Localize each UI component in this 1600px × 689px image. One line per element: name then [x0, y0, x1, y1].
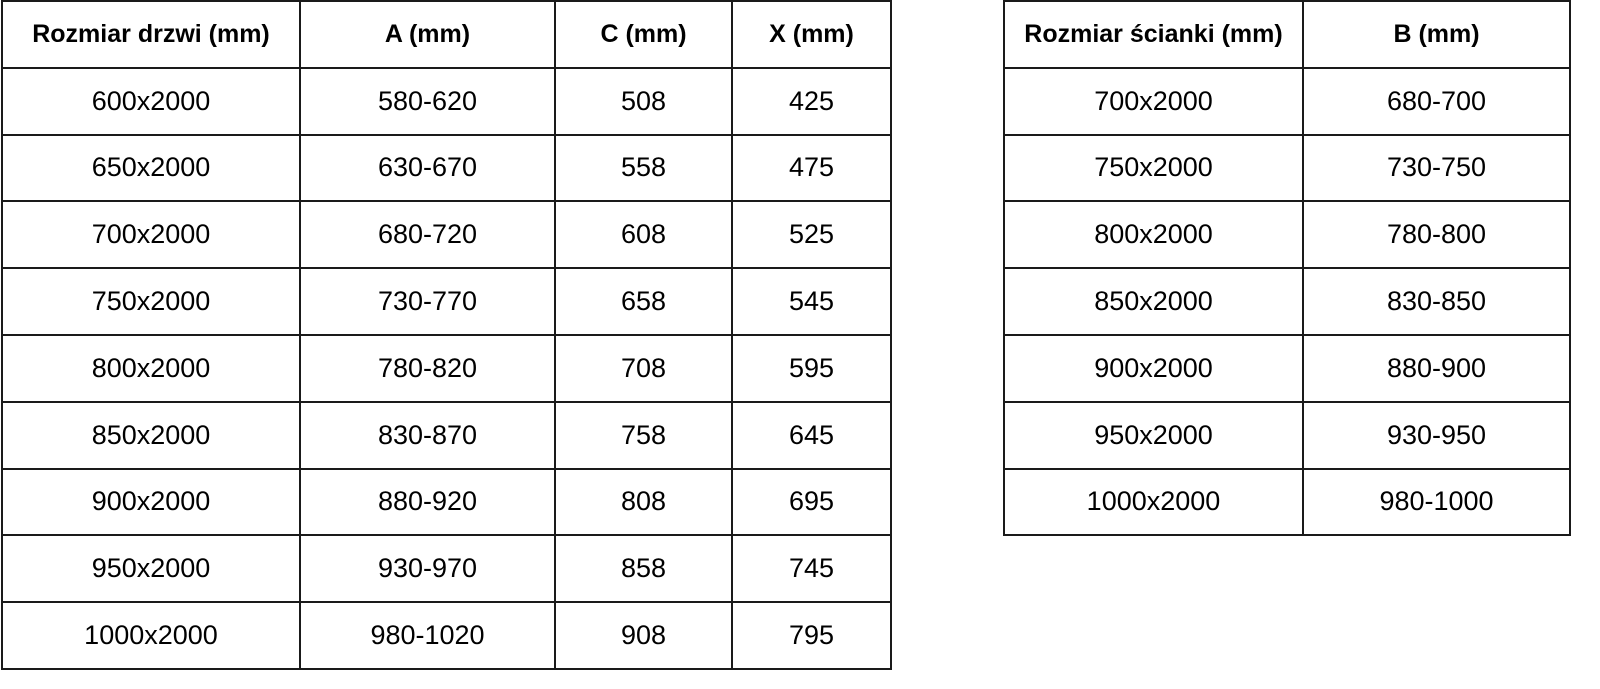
wall-size-table: Rozmiar ścianki (mm) B (mm) 700x2000 680-7… [1003, 0, 1571, 537]
table-row: 900x2000 880-920 808 695 [1, 467, 892, 537]
table-cell: 700x2000 [1, 200, 301, 270]
table-cell: 800x2000 [1003, 200, 1304, 270]
header-row: Rozmiar drzwi (mm) A (mm) C (mm) X (mm) [1, 0, 892, 69]
table-cell: 475 [731, 133, 892, 203]
table-cell: 1000x2000 [1003, 467, 1304, 537]
table-cell: 608 [554, 200, 733, 270]
table-cell: 808 [554, 467, 733, 537]
table-cell: 750x2000 [1003, 133, 1304, 203]
table-cell: 708 [554, 333, 733, 403]
table-cell: 425 [731, 66, 892, 136]
header-row: Rozmiar ścianki (mm) B (mm) [1003, 0, 1571, 69]
table-cell: 950x2000 [1003, 400, 1304, 470]
table-row: 750x2000 730-770 658 545 [1, 267, 892, 336]
table-row: 1000x2000 980-1020 908 795 [1, 601, 892, 670]
table-cell: 795 [731, 601, 892, 670]
table-cell: 908 [554, 601, 733, 670]
column-header: A (mm) [299, 0, 556, 69]
table-row: 850x2000 830-850 [1003, 267, 1571, 336]
table-cell: 508 [554, 66, 733, 136]
table-row: 950x2000 930-950 [1003, 400, 1571, 470]
table-row: 700x2000 680-720 608 525 [1, 200, 892, 270]
table-row: 650x2000 630-670 558 475 [1, 133, 892, 203]
table-cell: 595 [731, 333, 892, 403]
column-header: Rozmiar ścianki (mm) [1003, 0, 1304, 69]
table-row: 900x2000 880-900 [1003, 333, 1571, 403]
table-cell: 745 [731, 534, 892, 604]
table-cell: 900x2000 [1, 467, 301, 537]
table-cell: 850x2000 [1, 400, 301, 470]
column-header: Rozmiar drzwi (mm) [1, 0, 301, 69]
table-cell: 645 [731, 400, 892, 470]
table-cell: 950x2000 [1, 534, 301, 604]
table-row: 850x2000 830-870 758 645 [1, 400, 892, 470]
table-row: 600x2000 580-620 508 425 [1, 66, 892, 136]
table-row: 1000x2000 980-1000 [1003, 467, 1571, 537]
table-cell: 1000x2000 [1, 601, 301, 670]
table-cell: 695 [731, 467, 892, 537]
column-header: C (mm) [554, 0, 733, 69]
table-cell: 658 [554, 267, 733, 336]
table-cell: 930-970 [299, 534, 556, 604]
table-cell: 525 [731, 200, 892, 270]
table-cell: 780-800 [1302, 200, 1571, 270]
column-header: X (mm) [731, 0, 892, 69]
table-cell: 980-1000 [1302, 467, 1571, 537]
table-cell: 830-870 [299, 400, 556, 470]
table-cell: 700x2000 [1003, 66, 1304, 136]
table-cell: 780-820 [299, 333, 556, 403]
table-cell: 880-900 [1302, 333, 1571, 403]
table-cell: 850x2000 [1003, 267, 1304, 336]
table-cell: 680-720 [299, 200, 556, 270]
table-cell: 750x2000 [1, 267, 301, 336]
table-cell: 730-750 [1302, 133, 1571, 203]
table-row: 750x2000 730-750 [1003, 133, 1571, 203]
table-cell: 830-850 [1302, 267, 1571, 336]
table-cell: 545 [731, 267, 892, 336]
table-cell: 580-620 [299, 66, 556, 136]
table-cell: 730-770 [299, 267, 556, 336]
column-header: B (mm) [1302, 0, 1571, 69]
table-cell: 880-920 [299, 467, 556, 537]
table-row: 700x2000 680-700 [1003, 66, 1571, 136]
table-cell: 758 [554, 400, 733, 470]
door-size-table: Rozmiar drzwi (mm) A (mm) C (mm) X (mm) 600… [1, 0, 892, 670]
table-cell: 558 [554, 133, 733, 203]
table-cell: 680-700 [1302, 66, 1571, 136]
table-cell: 630-670 [299, 133, 556, 203]
table-cell: 858 [554, 534, 733, 604]
table-row: 800x2000 780-800 [1003, 200, 1571, 270]
table-row: 950x2000 930-970 858 745 [1, 534, 892, 604]
table-cell: 900x2000 [1003, 333, 1304, 403]
table-row: 800x2000 780-820 708 595 [1, 333, 892, 403]
table-cell: 930-950 [1302, 400, 1571, 470]
table-cell: 800x2000 [1, 333, 301, 403]
table-cell: 980-1020 [299, 601, 556, 670]
table-cell: 600x2000 [1, 66, 301, 136]
table-cell: 650x2000 [1, 133, 301, 203]
